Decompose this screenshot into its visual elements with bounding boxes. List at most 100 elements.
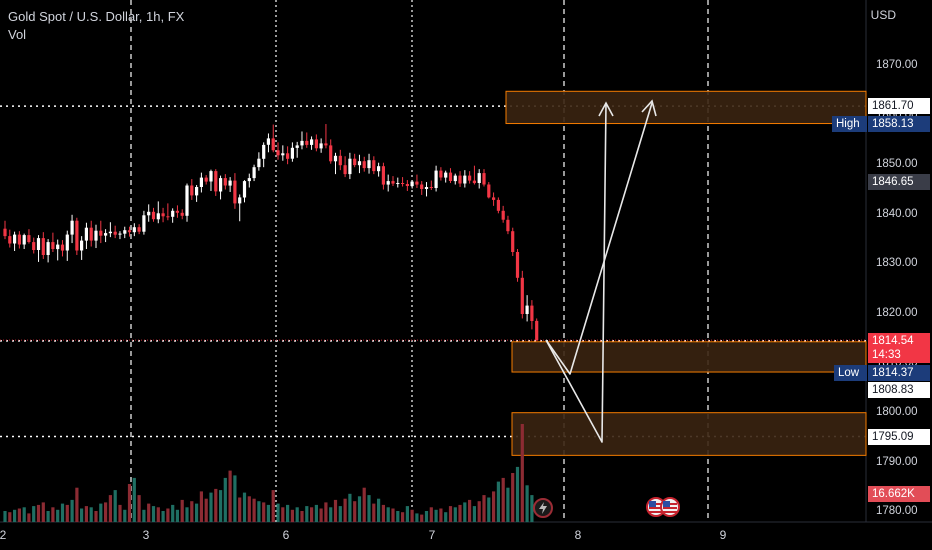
volume-bar [300,511,304,522]
volume-bar [295,507,299,522]
volume-bar [41,502,45,522]
candle-body [329,145,333,162]
volume-value-tag: 16.662K [868,486,930,502]
volume-bar [343,498,347,522]
volume-bar [147,503,151,522]
volume-bar [271,490,275,522]
candle-body [27,235,31,242]
high-value-tag: 1858.13 [868,116,930,132]
time-tick-label: 6 [282,528,290,542]
volume-bar [386,507,390,522]
time-tick-label: 3 [142,528,150,542]
candle-body [458,175,462,184]
candle-body [530,305,534,321]
volume-bar [305,506,309,522]
candle-body [252,167,256,179]
prev-close-tag: 1846.65 [868,174,930,190]
volume-bar [3,511,7,522]
candle-body [32,242,36,250]
candle-body [94,230,98,241]
candle-body [127,230,132,233]
candle-body [242,181,247,198]
candle-body [348,158,352,175]
volume-bar [381,504,385,522]
candle-body [300,140,304,146]
candle-body [496,199,500,211]
candle-body [391,181,395,184]
volume-bar [75,487,79,522]
zone-box-1 [511,341,867,373]
volume-indicator-label: Vol [8,27,27,42]
volume-bar [132,477,136,522]
volume-bar [310,507,314,522]
volume-bar [113,490,117,522]
volume-bar [492,491,496,522]
volume-bar [429,507,433,522]
volume-bar [108,495,112,523]
volume-bar [525,485,529,523]
volume-bar [8,512,12,522]
candle-body [8,236,12,244]
candle-body [247,178,251,182]
volume-bar [156,507,160,522]
candle-body [80,240,84,251]
volume-bar [319,508,323,522]
volume-bar [482,495,486,523]
candle-body [338,155,342,166]
volume-bar [530,495,534,523]
volume-bar [51,507,55,522]
volume-bar [204,498,208,522]
candle-body [281,153,285,156]
us-flag-event-icon-2[interactable] [660,497,680,517]
candle-body [223,178,227,186]
volume-bar [13,509,17,523]
candle-body [305,140,309,145]
candle-body [89,227,93,241]
candle-body [290,147,294,159]
volume-bar [199,491,203,522]
volume-bar [448,506,453,522]
candle-body [520,277,524,314]
candle-body [56,244,60,250]
candle-body [75,220,79,251]
time-tick-label: 2 [0,528,7,542]
volume-bar [17,508,21,522]
candle-body [161,213,165,217]
volume-bar [506,487,510,522]
price-tick-label: 1840.00 [876,207,918,220]
volume-bar [214,488,218,522]
candle-body [65,234,69,251]
volume-bar [190,501,194,522]
candle-body [487,184,491,198]
candle-body [219,178,223,192]
arrowhead-2 [641,99,657,117]
candle-body [132,227,136,233]
volume-bar [515,466,520,522]
candle-body [405,184,409,186]
candle-body [156,213,160,220]
volume-bar [209,492,213,522]
candle-body [51,242,55,249]
low-label: Low [834,365,867,381]
candle-body [70,220,74,235]
candle-body [367,160,371,169]
volume-bar [357,496,362,522]
volume-bar [367,495,371,523]
candle-body [372,160,376,172]
price-tick-label: 1800.00 [876,406,918,419]
candle-body [333,155,338,162]
volume-bar [338,506,342,522]
projection-path-lower [545,102,607,443]
volume-bar [228,470,232,523]
volume-bar [401,512,405,522]
candle-body [17,234,21,245]
level-tag-1808: 1808.83 [868,382,930,398]
lightning-event-icon[interactable] [533,498,553,518]
volume-bar [161,511,165,522]
volume-bar [324,502,328,522]
candle-body [99,230,103,236]
volume-bar [123,509,127,523]
volume-bar [36,504,41,522]
